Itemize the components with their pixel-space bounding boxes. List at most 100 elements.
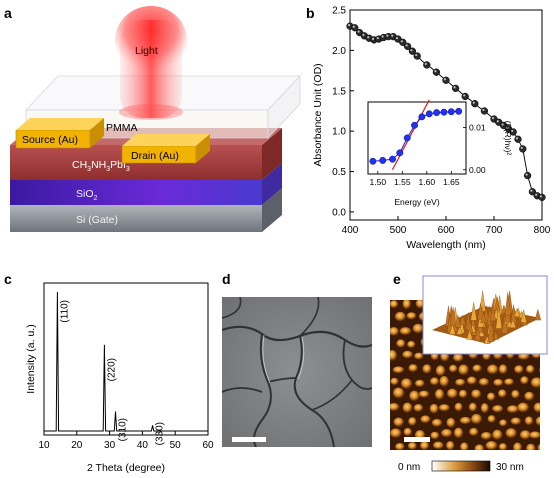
inset-point xyxy=(411,121,418,129)
afm-spike xyxy=(534,308,542,321)
afm-spike xyxy=(492,330,500,340)
absorbance-point-highlight xyxy=(405,44,408,47)
inset-xlabel: Energy (eV) xyxy=(394,197,440,207)
afm-grain xyxy=(492,429,503,440)
afm-grain xyxy=(468,402,477,412)
afm-grain xyxy=(403,427,413,437)
absorbance-point-highlight xyxy=(501,123,504,126)
inset-point xyxy=(425,110,433,118)
afm-grain xyxy=(409,390,420,402)
afm-grain xyxy=(513,442,522,450)
inset-y-ticks: 0.00 0.01 xyxy=(463,122,486,175)
afm-grain xyxy=(420,415,431,424)
afm-grain xyxy=(474,444,485,450)
panel-c-x-ticks: 10 20 30 40 50 60 xyxy=(38,431,214,451)
drain-label: Drain (Au) xyxy=(131,150,179,162)
absorbance-point-highlight xyxy=(367,36,370,39)
afm-spike xyxy=(489,305,496,322)
absorbance-point-highlight xyxy=(491,116,495,120)
afm-grain xyxy=(472,364,482,373)
absorbance-point-highlight xyxy=(395,36,399,40)
afm-spike xyxy=(509,318,517,328)
afm-grain xyxy=(408,364,418,373)
b-ytick-label: 1.5 xyxy=(332,86,346,97)
afm-spike xyxy=(495,305,502,329)
afm-grain xyxy=(395,442,405,450)
afm-grain xyxy=(446,440,455,450)
afm-grain xyxy=(487,364,499,375)
panel-c-letter: c xyxy=(4,271,12,287)
c-xtick-label: 30 xyxy=(104,440,116,451)
afm-grain xyxy=(530,377,540,388)
b-ytick-label: 0.5 xyxy=(332,167,346,178)
afm-grain xyxy=(524,416,534,426)
afm-grain xyxy=(390,428,402,439)
inset-point xyxy=(369,157,377,165)
inset-ytick-label: 0.01 xyxy=(469,122,486,132)
absorbance-point-highlight xyxy=(415,53,418,57)
panel-a-device-schematic: a Si (Gate) SiO2 CH3NH3PbI3 xyxy=(4,5,301,232)
pmma-label: PMMA xyxy=(106,122,138,134)
afm-grain xyxy=(431,418,443,427)
inset-points xyxy=(369,107,463,165)
afm-spike xyxy=(520,309,527,323)
c-xtick-label: 60 xyxy=(202,440,214,451)
afm-grain xyxy=(422,364,432,374)
panel-c-axes-frame xyxy=(43,282,209,436)
panel-b-x-ticks: 400 500 600 700 800 xyxy=(342,216,551,236)
si-gate-layer: Si (Gate) xyxy=(10,188,282,232)
afm-grain xyxy=(406,312,417,320)
afm-grain xyxy=(486,392,496,401)
xrd-peak-label: (220) xyxy=(106,358,117,381)
afm-grain xyxy=(498,389,507,398)
afm-grain xyxy=(539,394,540,397)
absorbance-point xyxy=(451,84,460,92)
afm-spike xyxy=(459,314,466,325)
absorbance-point xyxy=(538,193,546,202)
afm-grain xyxy=(413,404,424,412)
scale-min-label: 0 nm xyxy=(398,462,420,473)
afm-grain xyxy=(399,327,412,336)
drain-electrode: Drain (Au) xyxy=(121,134,210,164)
absorbance-point-highlight xyxy=(482,108,485,112)
afm-spike xyxy=(504,292,511,316)
absorbance-point xyxy=(442,76,450,84)
afm-grain xyxy=(533,402,540,413)
afm-grain xyxy=(435,365,446,377)
afm-grain xyxy=(414,379,425,388)
afm-spike xyxy=(466,329,473,340)
afm-grain xyxy=(420,441,430,450)
afm-spike xyxy=(480,311,487,323)
inset-xtick-label: 1.55 xyxy=(394,177,411,187)
absorbance-point-highlight xyxy=(386,34,389,37)
si-gate-label: Si (Gate) xyxy=(76,214,118,226)
panel-b-y-ticks: 0.0 0.5 1.0 1.5 2.0 2.5 xyxy=(332,6,354,218)
absorbance-point-highlight xyxy=(463,94,466,97)
afm-grain xyxy=(510,417,522,426)
afm-grain xyxy=(485,441,498,450)
afm-grain xyxy=(469,427,479,437)
sio2-label: SiO2 xyxy=(76,188,98,202)
afm-grain xyxy=(390,300,399,309)
inset-fit-line xyxy=(391,99,430,171)
afm-grain xyxy=(390,327,399,336)
afm-grain xyxy=(401,378,413,390)
afm-grain xyxy=(407,340,416,349)
afm-grain xyxy=(478,378,490,387)
absorbance-point-highlight xyxy=(357,30,360,33)
afm-grain xyxy=(524,391,535,401)
afm-spike xyxy=(466,320,473,332)
absorbance-point-highlight xyxy=(530,189,533,192)
afm-grain xyxy=(455,378,466,387)
xrd-pattern xyxy=(44,291,208,432)
inset-point xyxy=(440,108,448,116)
afm-grain xyxy=(526,443,536,450)
afm-grain xyxy=(390,377,399,386)
panel-d-letter: d xyxy=(222,271,231,287)
afm-grain xyxy=(396,339,406,348)
afm-grain xyxy=(458,389,468,399)
inset-point xyxy=(433,109,441,117)
afm-grain xyxy=(480,403,489,414)
absorbance-point-highlight xyxy=(472,101,475,104)
panel-d-sem-image: d xyxy=(222,271,372,447)
